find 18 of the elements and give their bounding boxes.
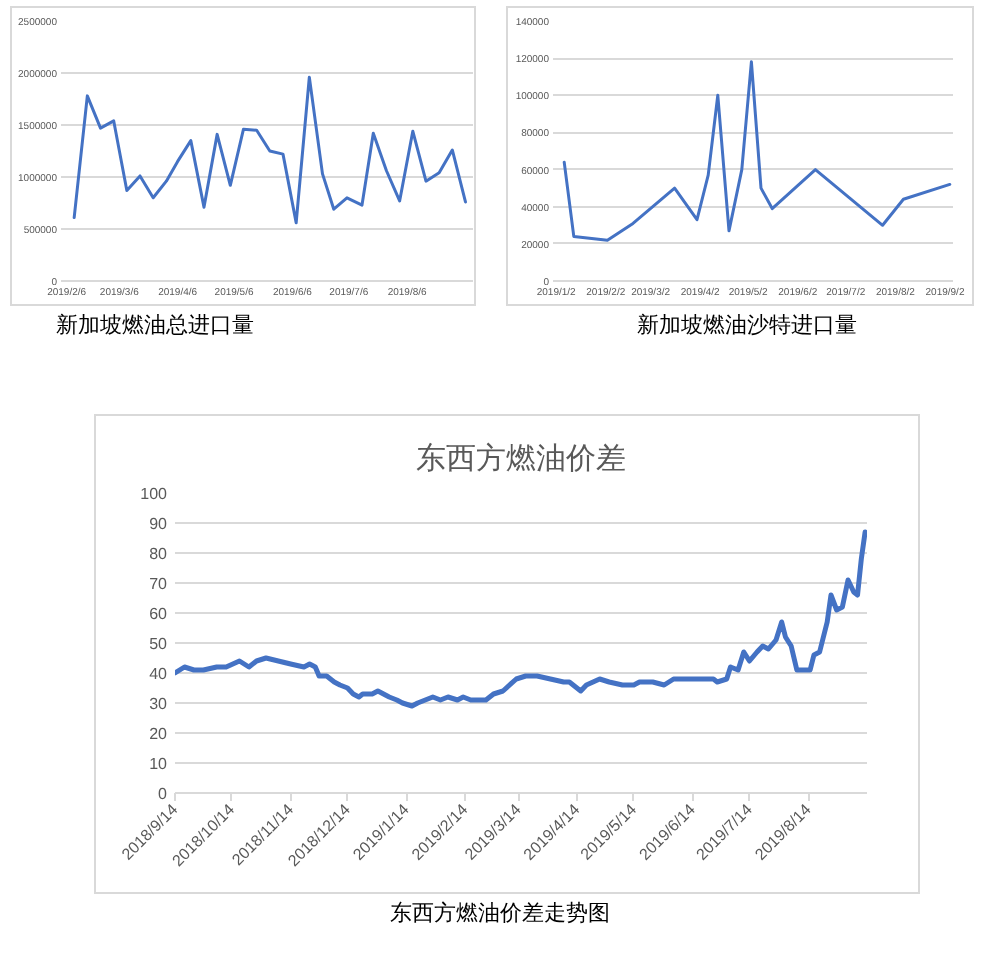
y-tick-label: 40: [149, 665, 169, 683]
y-tick-label: 60: [149, 605, 169, 623]
y-tick-label: 90: [149, 515, 169, 533]
y-tick-label: 10: [149, 755, 169, 773]
text: 新加坡燃油总进口量: [56, 311, 254, 342]
line-series: [72, 75, 467, 225]
line-series: [175, 529, 867, 709]
y-tick-label: 0: [158, 785, 169, 803]
line-series: [562, 60, 952, 242]
y-tick-label: 100: [140, 485, 169, 503]
text: 东西方燃油价差走势图: [390, 899, 610, 930]
y-tick-label: 20: [149, 725, 169, 743]
y-tick-label: 80: [149, 545, 169, 563]
y-tick-label: 30: [149, 695, 169, 713]
y-tick-label: 70: [149, 575, 169, 593]
text: 新加坡燃油沙特进口量: [637, 311, 857, 342]
chart-title: 东西方燃油价差: [416, 442, 626, 476]
y-tick-label: 50: [149, 635, 169, 653]
